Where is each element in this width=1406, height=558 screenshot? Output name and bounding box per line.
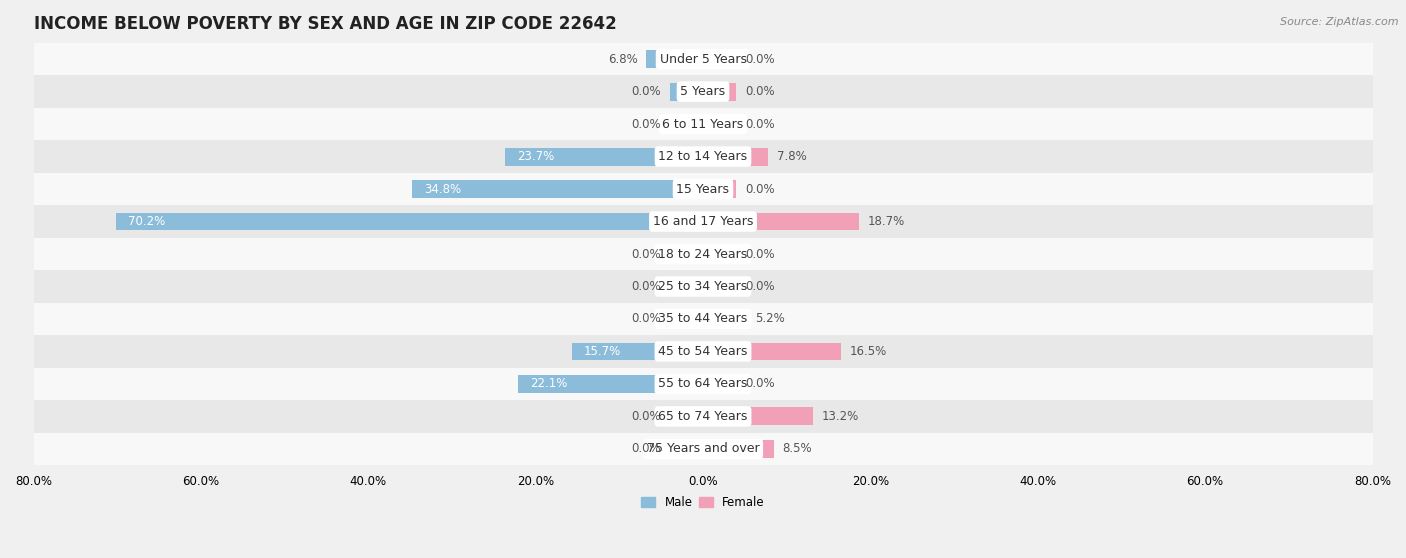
Text: 0.0%: 0.0%: [631, 410, 661, 423]
Text: 22.1%: 22.1%: [530, 377, 568, 391]
Bar: [703, 115, 737, 133]
Bar: [34, 43, 1372, 75]
Bar: [703, 407, 814, 425]
Text: 8.5%: 8.5%: [783, 442, 813, 455]
Bar: [34, 270, 1372, 303]
Text: 15.7%: 15.7%: [583, 345, 621, 358]
Bar: [34, 205, 1372, 238]
Text: Source: ZipAtlas.com: Source: ZipAtlas.com: [1281, 17, 1399, 27]
Bar: [34, 303, 1372, 335]
Bar: [703, 50, 737, 68]
Bar: [115, 213, 703, 230]
Text: 45 to 54 Years: 45 to 54 Years: [658, 345, 748, 358]
Text: 15 Years: 15 Years: [676, 182, 730, 195]
Bar: [669, 245, 703, 263]
Text: 35 to 44 Years: 35 to 44 Years: [658, 312, 748, 325]
Text: 75 Years and over: 75 Years and over: [647, 442, 759, 455]
Text: 0.0%: 0.0%: [631, 118, 661, 131]
Text: 18.7%: 18.7%: [868, 215, 905, 228]
Text: 0.0%: 0.0%: [745, 85, 775, 98]
Text: 55 to 64 Years: 55 to 64 Years: [658, 377, 748, 391]
Legend: Male, Female: Male, Female: [637, 492, 769, 514]
Text: 34.8%: 34.8%: [425, 182, 461, 195]
Bar: [517, 375, 703, 393]
Text: INCOME BELOW POVERTY BY SEX AND AGE IN ZIP CODE 22642: INCOME BELOW POVERTY BY SEX AND AGE IN Z…: [34, 15, 616, 33]
Bar: [647, 50, 703, 68]
Text: 5 Years: 5 Years: [681, 85, 725, 98]
Bar: [703, 440, 775, 458]
Bar: [703, 343, 841, 360]
Bar: [669, 310, 703, 328]
Text: Under 5 Years: Under 5 Years: [659, 52, 747, 66]
Bar: [703, 375, 737, 393]
Bar: [34, 432, 1372, 465]
Bar: [34, 368, 1372, 400]
Text: 0.0%: 0.0%: [745, 118, 775, 131]
Text: 16 and 17 Years: 16 and 17 Years: [652, 215, 754, 228]
Text: 0.0%: 0.0%: [631, 442, 661, 455]
Bar: [34, 173, 1372, 205]
Bar: [703, 277, 737, 295]
Bar: [34, 75, 1372, 108]
Bar: [703, 245, 737, 263]
Bar: [669, 440, 703, 458]
Text: 0.0%: 0.0%: [631, 280, 661, 293]
Bar: [703, 213, 859, 230]
Text: 0.0%: 0.0%: [745, 52, 775, 66]
Text: 0.0%: 0.0%: [631, 248, 661, 261]
Bar: [703, 148, 768, 166]
Bar: [34, 140, 1372, 173]
Bar: [412, 180, 703, 198]
Bar: [669, 407, 703, 425]
Bar: [34, 108, 1372, 140]
Text: 6 to 11 Years: 6 to 11 Years: [662, 118, 744, 131]
Bar: [669, 115, 703, 133]
Text: 0.0%: 0.0%: [631, 85, 661, 98]
Text: 65 to 74 Years: 65 to 74 Years: [658, 410, 748, 423]
Bar: [34, 335, 1372, 368]
Text: 0.0%: 0.0%: [631, 312, 661, 325]
Bar: [703, 180, 737, 198]
Text: 12 to 14 Years: 12 to 14 Years: [658, 150, 748, 163]
Text: 0.0%: 0.0%: [745, 377, 775, 391]
Bar: [505, 148, 703, 166]
Text: 25 to 34 Years: 25 to 34 Years: [658, 280, 748, 293]
Text: 0.0%: 0.0%: [745, 280, 775, 293]
Text: 23.7%: 23.7%: [517, 150, 554, 163]
Text: 0.0%: 0.0%: [745, 182, 775, 195]
Text: 0.0%: 0.0%: [745, 248, 775, 261]
Text: 5.2%: 5.2%: [755, 312, 785, 325]
Text: 70.2%: 70.2%: [128, 215, 166, 228]
Text: 18 to 24 Years: 18 to 24 Years: [658, 248, 748, 261]
Text: 6.8%: 6.8%: [607, 52, 638, 66]
Text: 16.5%: 16.5%: [849, 345, 887, 358]
Text: 13.2%: 13.2%: [823, 410, 859, 423]
Bar: [703, 83, 737, 100]
Bar: [703, 310, 747, 328]
Bar: [669, 83, 703, 100]
Bar: [34, 238, 1372, 270]
Bar: [669, 277, 703, 295]
Bar: [572, 343, 703, 360]
Bar: [34, 400, 1372, 432]
Text: 7.8%: 7.8%: [776, 150, 807, 163]
